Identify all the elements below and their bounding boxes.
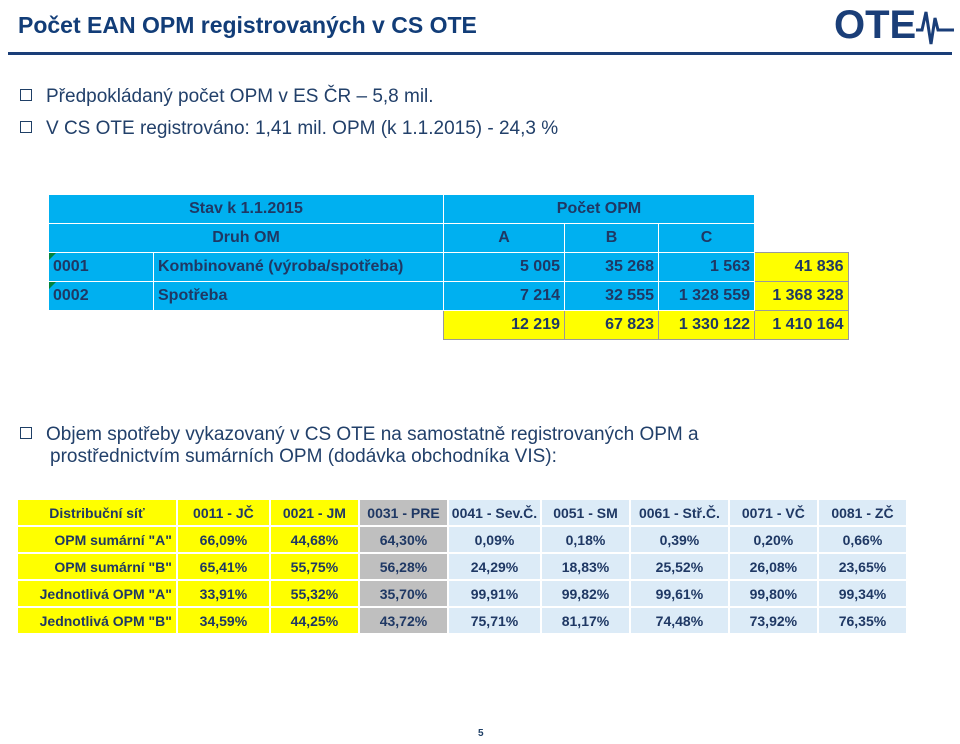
table-sum-row: 12 219 67 823 1 330 122 1 410 164 [48, 310, 849, 340]
registered-opm-table: Stav k 1.1.2015 Počet OPM Druh OM A B C … [48, 194, 849, 340]
header-rule [8, 52, 952, 55]
cell: 81,17% [539, 606, 632, 635]
checkbox-bullet-icon [20, 427, 32, 439]
row-label: Jednotlivá OPM "B" [16, 606, 178, 635]
header-cell: 0031 - PRE [357, 498, 450, 527]
cell: 24,29% [447, 552, 542, 581]
cell: 43,72% [357, 606, 450, 635]
table-row: 0001 Kombinované (výroba/spotřeba) 5 005… [48, 252, 849, 282]
cell-a: 7 214 [443, 281, 565, 311]
cell: 0,09% [447, 525, 542, 554]
row-label: OPM sumární "B" [16, 552, 178, 581]
table-row: Jednotlivá OPM "B" 34,59% 44,25% 43,72% … [16, 606, 909, 635]
cell: 73,92% [727, 606, 819, 635]
cell: 99,82% [539, 579, 632, 608]
bullet-item: V CS OTE registrováno: 1,41 mil. OPM (k … [20, 118, 558, 140]
table-row: Jednotlivá OPM "A" 33,91% 55,32% 35,70% … [16, 579, 909, 608]
cell-total: 41 836 [754, 252, 849, 282]
cell: 99,91% [447, 579, 542, 608]
table-header-row: Distribuční síť 0011 - JČ 0021 - JM 0031… [16, 498, 909, 527]
row-code: 0002 [48, 281, 154, 311]
cell: 26,08% [727, 552, 819, 581]
cell: 55,32% [268, 579, 360, 608]
column-c-header: C [658, 223, 755, 253]
table-row: OPM sumární "B" 65,41% 55,75% 56,28% 24,… [16, 552, 909, 581]
column-a-header: A [443, 223, 565, 253]
header-cell: Distribuční síť [16, 498, 178, 527]
bullet-item: Předpokládaný počet OPM v ES ČR – 5,8 mi… [20, 86, 434, 108]
sum-total: 1 410 164 [754, 310, 849, 340]
cell: 0,66% [816, 525, 909, 554]
header-cell: 0061 - Stř.Č. [629, 498, 730, 527]
svg-text:OTE: OTE [834, 4, 916, 47]
ote-logo: OTE [834, 4, 954, 47]
cell: 33,91% [175, 579, 271, 608]
cell: 55,75% [268, 552, 360, 581]
checkbox-bullet-icon [20, 89, 32, 101]
consumption-share-table: Distribuční síť 0011 - JČ 0021 - JM 0031… [16, 498, 909, 635]
cell: 65,41% [175, 552, 271, 581]
table-header-pocet: Počet OPM [443, 194, 755, 224]
sum-b: 67 823 [564, 310, 659, 340]
cell: 25,52% [629, 552, 730, 581]
sum-a: 12 219 [443, 310, 565, 340]
cell: 56,28% [357, 552, 450, 581]
header-cell: 0041 - Sev.Č. [447, 498, 542, 527]
checkbox-bullet-icon [20, 121, 32, 133]
cell: 0,20% [727, 525, 819, 554]
bullet-item: Objem spotřeby vykazovaný v CS OTE na sa… [20, 424, 699, 468]
cell: 0,39% [629, 525, 730, 554]
cell: 99,34% [816, 579, 909, 608]
header-cell: 0071 - VČ [727, 498, 819, 527]
header-cell: 0021 - JM [268, 498, 360, 527]
row-code: 0001 [48, 252, 154, 282]
cell-b: 35 268 [564, 252, 659, 282]
cell: 75,71% [447, 606, 542, 635]
cell: 18,83% [539, 552, 632, 581]
row-label: Jednotlivá OPM "A" [16, 579, 178, 608]
cell: 99,61% [629, 579, 730, 608]
cell: 44,68% [268, 525, 360, 554]
row-name: Spotřeba [153, 281, 444, 311]
row-name: Kombinované (výroba/spotřeba) [153, 252, 444, 282]
cell: 74,48% [629, 606, 730, 635]
cell-a: 5 005 [443, 252, 565, 282]
cell: 0,18% [539, 525, 632, 554]
page-number: 5 [478, 728, 484, 739]
cell: 44,25% [268, 606, 360, 635]
cell: 64,30% [357, 525, 450, 554]
cell: 66,09% [175, 525, 271, 554]
table-row: OPM sumární "A" 66,09% 44,68% 64,30% 0,0… [16, 525, 909, 554]
cell-b: 32 555 [564, 281, 659, 311]
table-header-druh: Druh OM [48, 223, 444, 253]
cell: 23,65% [816, 552, 909, 581]
cell: 34,59% [175, 606, 271, 635]
header-cell: 0011 - JČ [175, 498, 271, 527]
column-b-header: B [564, 223, 659, 253]
cell: 99,80% [727, 579, 819, 608]
table-row: 0002 Spotřeba 7 214 32 555 1 328 559 1 3… [48, 281, 849, 311]
sum-c: 1 330 122 [658, 310, 755, 340]
row-label: OPM sumární "A" [16, 525, 178, 554]
cell-c: 1 563 [658, 252, 755, 282]
cell-c: 1 328 559 [658, 281, 755, 311]
cell: 35,70% [357, 579, 450, 608]
slide-title: Počet EAN OPM registrovaných v CS OTE [18, 12, 477, 38]
cell: 76,35% [816, 606, 909, 635]
table-header-stav: Stav k 1.1.2015 [48, 194, 444, 224]
header-cell: 0081 - ZČ [816, 498, 909, 527]
cell-total: 1 368 328 [754, 281, 849, 311]
header-cell: 0051 - SM [539, 498, 632, 527]
